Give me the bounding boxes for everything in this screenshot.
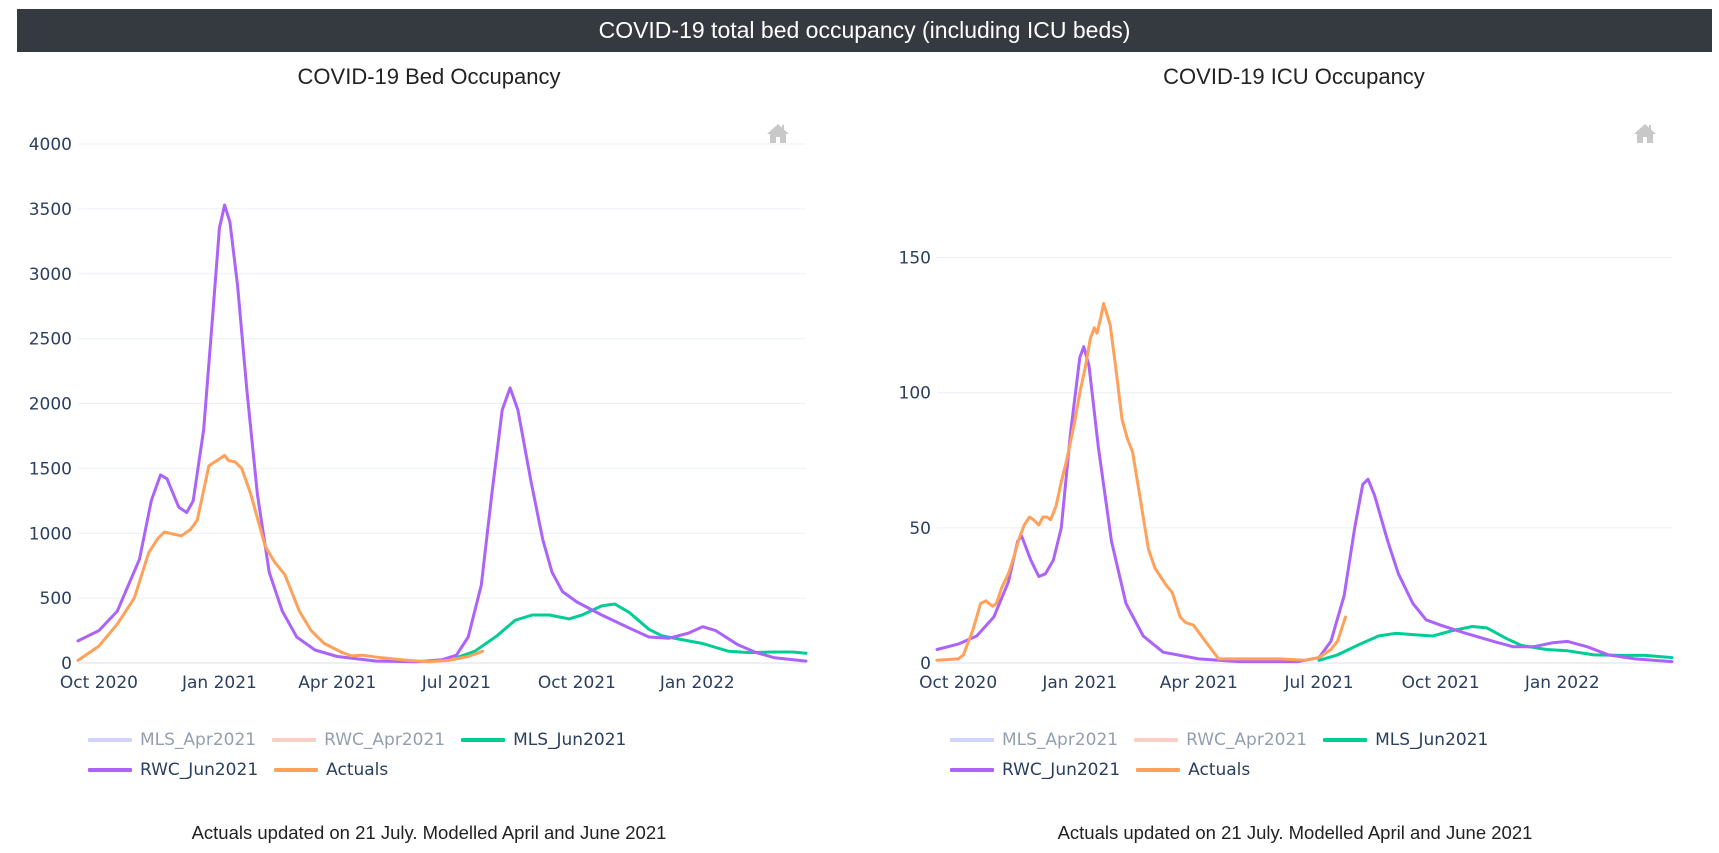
icu-chart-title: COVID-19 ICU Occupancy [1163, 64, 1425, 89]
x-tick-label: Apr 2021 [298, 673, 376, 693]
series-line-actuals[interactable] [935, 302, 1347, 662]
x-tick-label: Oct 2020 [60, 673, 138, 693]
y-tick-label: 50 [909, 519, 931, 539]
legend-swatch [88, 768, 132, 772]
page-header: COVID-19 total bed occupancy (including … [17, 9, 1712, 52]
series-line-actuals[interactable] [76, 453, 485, 664]
y-tick-label: 3000 [29, 265, 72, 285]
x-tick-label: Jan 2022 [1524, 673, 1600, 693]
legend-label: Actuals [1188, 760, 1251, 780]
x-tick-label: Jan 2021 [181, 673, 257, 693]
series-line-mls-jun2021[interactable] [454, 602, 808, 660]
legend-item-rwc-jun2021[interactable]: RWC_Jun2021 [950, 760, 1120, 780]
legend-swatch [461, 738, 506, 742]
y-tick-label: 150 [899, 249, 931, 269]
legend-label: RWC_Apr2021 [1186, 730, 1308, 750]
legend-item-mls-apr2021[interactable]: MLS_Apr2021 [950, 730, 1118, 750]
x-tick-label: Jul 2021 [421, 673, 491, 693]
legend-label: MLS_Apr2021 [140, 730, 257, 750]
legend-swatch [1134, 738, 1179, 742]
x-tick-label: Jul 2021 [1283, 673, 1353, 693]
y-tick-label: 4000 [29, 135, 72, 155]
y-tick-label: 3500 [29, 200, 72, 220]
y-tick-label: 2500 [29, 330, 72, 350]
bed-chart-title: COVID-19 Bed Occupancy [297, 64, 561, 89]
icu-chart-footer-note: Actuals updated on 21 July. Modelled Apr… [1057, 822, 1533, 843]
x-tick-label: Apr 2021 [1160, 673, 1238, 693]
series-line-mls-jun2021[interactable] [1317, 625, 1674, 662]
x-tick-label: Jan 2021 [1041, 673, 1117, 693]
legend-item-mls-apr2021[interactable]: MLS_Apr2021 [88, 730, 256, 750]
legend-item-rwc-jun2021[interactable]: RWC_Jun2021 [88, 760, 258, 780]
x-tick-label: Oct 2021 [1402, 673, 1480, 693]
legend-item-actuals[interactable]: Actuals [1136, 760, 1250, 780]
legend-item-rwc-apr2021[interactable]: RWC_Apr2021 [272, 730, 445, 750]
legend-label: MLS_Jun2021 [1375, 730, 1489, 750]
home-icon[interactable] [1632, 122, 1658, 144]
y-tick-label: 100 [899, 384, 931, 404]
y-tick-label: 500 [40, 589, 72, 609]
legend-label: RWC_Jun2021 [140, 760, 259, 780]
y-tick-label: 1500 [29, 459, 72, 479]
y-tick-label: 1000 [29, 524, 72, 544]
bed-occupancy-chart[interactable]: 0 500 1000 1500 2000 2500 3000 3500 4000 Oct 2020… [0, 0, 860, 853]
y-tick-label: 2000 [29, 395, 72, 415]
legend-swatch [274, 768, 319, 772]
legend-swatch [950, 738, 994, 742]
legend-swatch [88, 738, 132, 742]
legend-item-rwc-apr2021[interactable]: RWC_Apr2021 [1134, 730, 1307, 750]
legend-item-mls-jun2021[interactable]: MLS_Jun2021 [1323, 730, 1488, 750]
x-tick-label: Oct 2020 [919, 673, 997, 693]
legend-label: RWC_Jun2021 [1002, 760, 1121, 780]
home-icon[interactable] [765, 122, 791, 144]
legend-label: Actuals [326, 760, 389, 780]
legend-label: MLS_Jun2021 [513, 730, 627, 750]
legend-label: RWC_Apr2021 [324, 730, 446, 750]
x-tick-label: Oct 2021 [538, 673, 616, 693]
legend-swatch [1136, 768, 1181, 772]
y-tick-label: 0 [61, 654, 72, 674]
x-tick-label: Jan 2022 [659, 673, 735, 693]
legend-swatch [1323, 738, 1368, 742]
bed-chart-footer-note: Actuals updated on 21 July. Modelled Apr… [191, 822, 667, 843]
legend-swatch [950, 768, 994, 772]
legend-item-mls-jun2021[interactable]: MLS_Jun2021 [461, 730, 626, 750]
legend-swatch [272, 738, 317, 742]
legend-item-actuals[interactable]: Actuals [274, 760, 388, 780]
y-tick-label: 0 [920, 654, 931, 674]
series-line-rwc-jun2021[interactable] [935, 345, 1674, 664]
legend-label: MLS_Apr2021 [1002, 730, 1119, 750]
page-header-title: COVID-19 total bed occupancy (including … [598, 17, 1131, 43]
